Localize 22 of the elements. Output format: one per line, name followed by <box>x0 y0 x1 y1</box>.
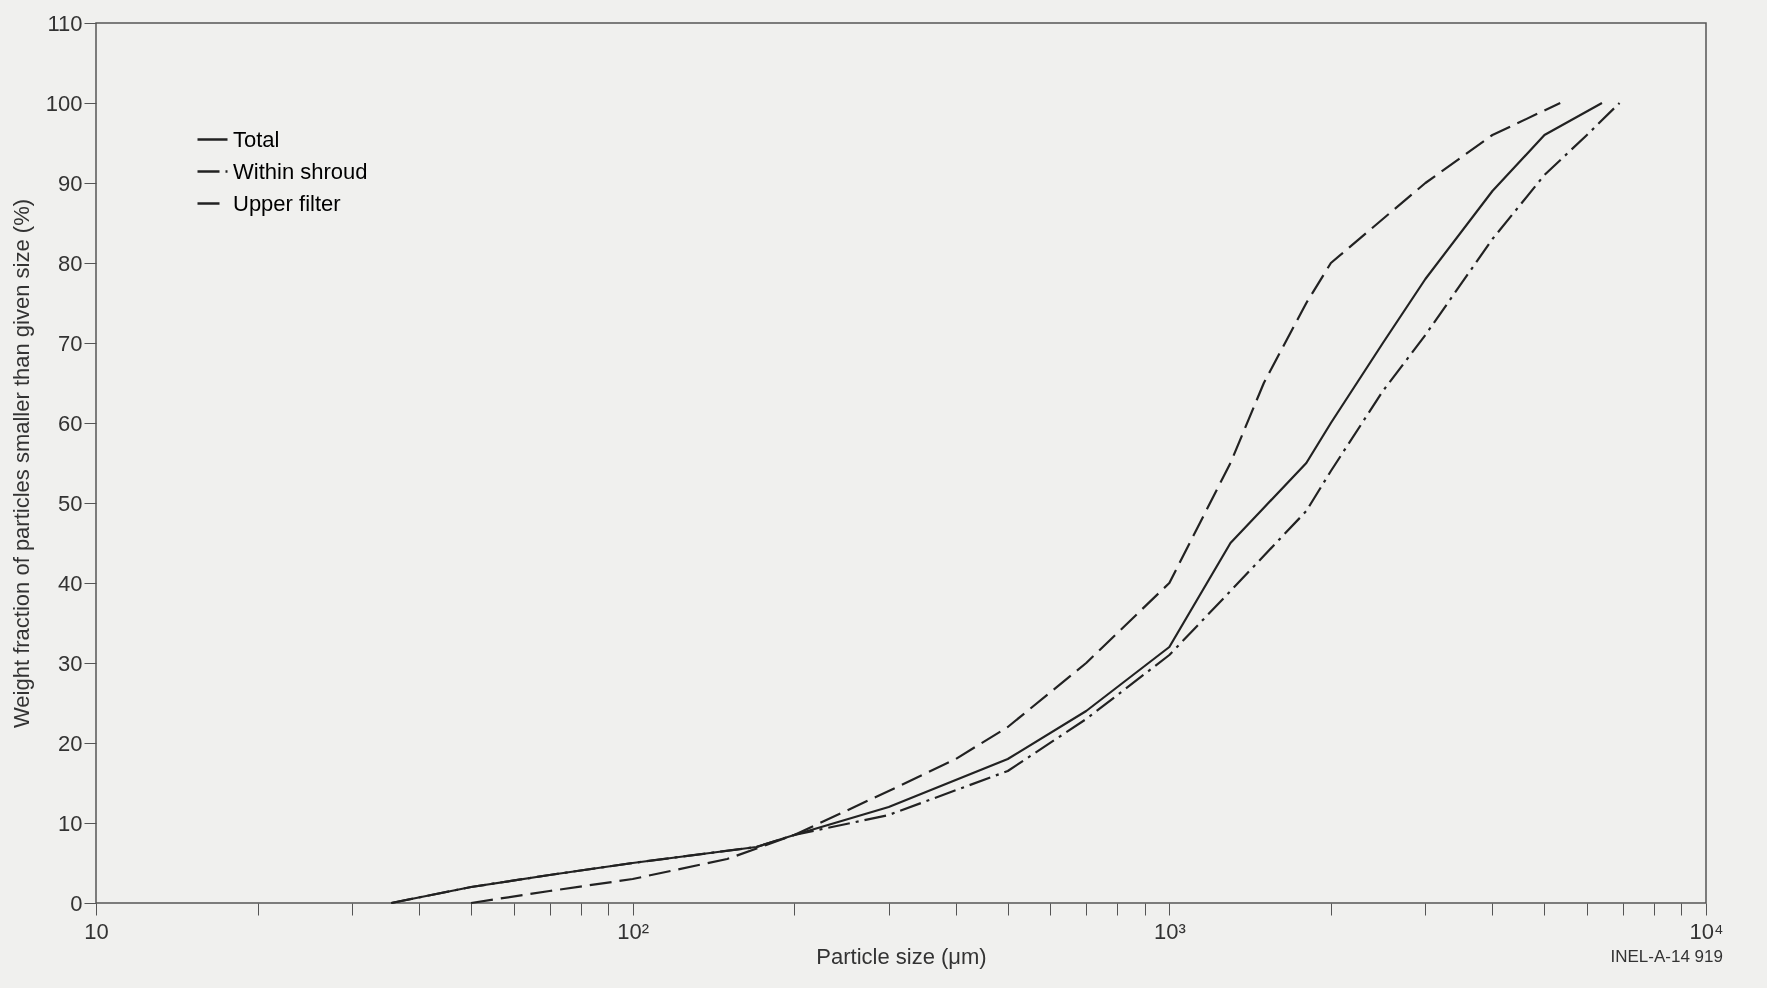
x-axis-title: Particle size (μm) <box>816 943 987 969</box>
y-tick-label: 30 <box>58 650 83 676</box>
y-tick-label: 110 <box>47 10 83 36</box>
legend-label: Within shroud <box>233 158 368 184</box>
y-tick-label: 100 <box>45 90 83 116</box>
legend-label: Upper filter <box>233 190 341 216</box>
y-tick-label: 90 <box>58 170 83 196</box>
y-tick-label: 80 <box>58 250 83 276</box>
y-tick-label: 0 <box>70 890 83 916</box>
y-tick-label: 40 <box>58 570 83 596</box>
x-tick-label: 10³ <box>1153 918 1186 944</box>
y-tick-label: 10 <box>58 810 83 836</box>
y-tick-label: 50 <box>58 490 83 516</box>
x-tick-label: 10² <box>617 918 650 944</box>
x-tick-label: 10 <box>84 918 109 944</box>
legend-label: Total <box>233 126 280 152</box>
x-tick-label: 10⁴ <box>1689 918 1724 944</box>
y-tick-label: 70 <box>58 330 83 356</box>
y-tick-label: 60 <box>58 410 83 436</box>
y-tick-label: 20 <box>58 730 83 756</box>
y-axis-title: Weight fraction of particles smaller than given size (%) <box>8 198 34 729</box>
text: INEL-A-14 919 <box>1610 947 1723 966</box>
